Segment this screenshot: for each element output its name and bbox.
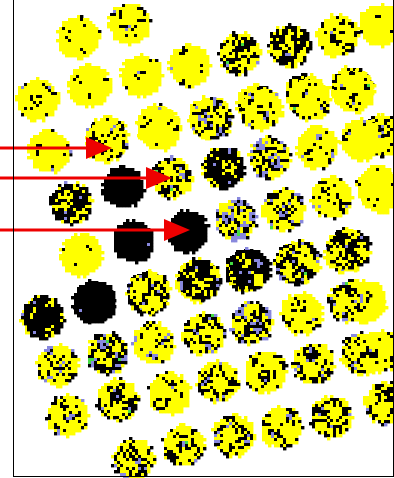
spot [277, 239, 323, 285]
spot [147, 371, 193, 417]
spot [309, 175, 355, 221]
spot [88, 331, 128, 377]
spot [114, 219, 154, 265]
spot [27, 129, 73, 172]
spot [327, 227, 373, 273]
pointer-arrow-head [146, 167, 172, 189]
pointer-arrow-head [86, 137, 112, 159]
spot [331, 69, 377, 115]
spot [137, 107, 183, 153]
spot [127, 269, 173, 315]
spot [339, 117, 385, 163]
spot [217, 31, 263, 77]
spot [287, 77, 333, 123]
spot [101, 165, 147, 208]
spot [211, 413, 257, 459]
spot [59, 233, 105, 279]
spot [355, 165, 394, 211]
spot [279, 291, 325, 337]
spot [291, 344, 337, 384]
spot [201, 148, 247, 191]
spot [216, 197, 259, 243]
spot [73, 279, 116, 325]
spot [161, 423, 207, 466]
spot [107, 4, 153, 47]
spot [21, 295, 67, 341]
spot [45, 393, 91, 439]
spot [309, 395, 355, 441]
pointer-arrow-head [164, 219, 190, 241]
spot [230, 247, 273, 293]
spot [111, 437, 157, 478]
spot [239, 87, 285, 133]
spot [119, 53, 165, 99]
spot [15, 77, 61, 123]
spot-grid [15, 3, 394, 478]
spot [35, 343, 81, 389]
spot [357, 3, 394, 49]
spot [56, 15, 102, 61]
spot [262, 405, 305, 451]
spot [267, 23, 313, 69]
spot [247, 135, 293, 181]
spot [363, 381, 394, 427]
spot [261, 187, 307, 233]
spot [229, 301, 275, 347]
spot [339, 331, 385, 377]
spot [49, 181, 95, 227]
spot [167, 43, 213, 89]
spot [327, 279, 373, 325]
spot [131, 321, 177, 364]
spot [195, 359, 241, 405]
spot [315, 13, 361, 59]
spot [95, 377, 141, 423]
spot [295, 125, 341, 171]
spot [181, 311, 227, 357]
spot [246, 352, 289, 395]
arrow-group [0, 137, 190, 241]
spot [177, 257, 223, 303]
spot [189, 97, 235, 140]
spot [67, 63, 113, 109]
